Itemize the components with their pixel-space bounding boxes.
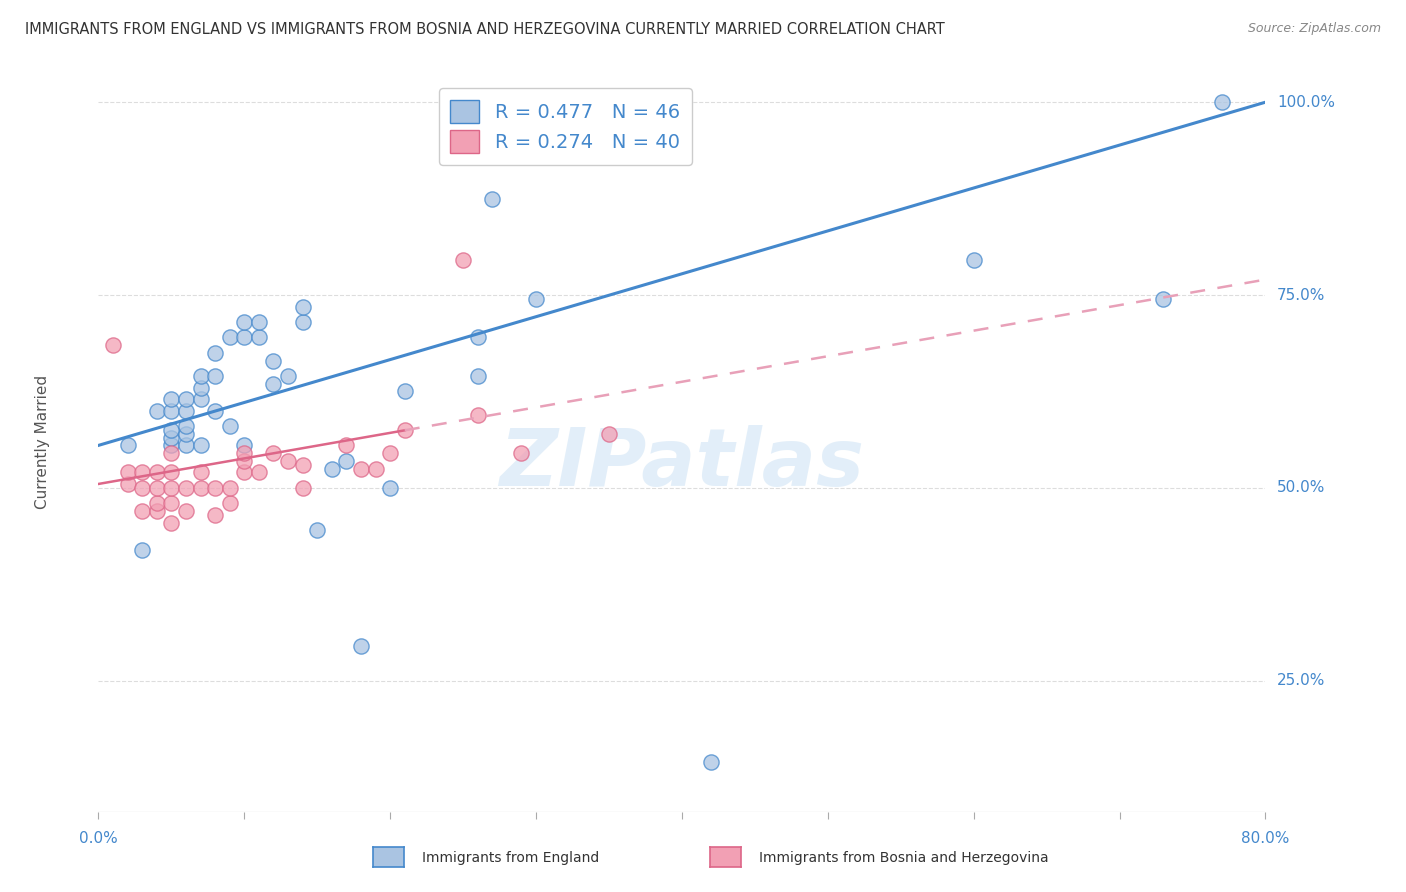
Point	[174, 438, 197, 452]
Point	[307, 523, 329, 537]
Point	[117, 438, 139, 452]
Point	[117, 466, 139, 480]
Text: 50.0%: 50.0%	[1277, 480, 1326, 495]
Point	[262, 353, 284, 368]
Point	[394, 423, 416, 437]
Point	[1211, 95, 1233, 110]
Point	[262, 446, 284, 460]
Text: ZIPatlas: ZIPatlas	[499, 425, 865, 503]
Point	[174, 481, 197, 495]
Point	[218, 419, 240, 434]
Point	[233, 315, 256, 329]
Point	[174, 504, 197, 518]
Point	[700, 755, 723, 769]
Point	[510, 446, 533, 460]
Point	[146, 481, 169, 495]
Point	[160, 516, 183, 530]
Point	[204, 481, 226, 495]
Point	[291, 458, 314, 472]
Point	[218, 481, 240, 495]
Point	[160, 438, 183, 452]
Text: 0.0%: 0.0%	[79, 831, 118, 846]
Point	[131, 542, 153, 557]
Point	[291, 481, 314, 495]
Point	[117, 477, 139, 491]
Point	[291, 300, 314, 314]
Point	[146, 504, 169, 518]
Point	[247, 315, 270, 329]
Text: 100.0%: 100.0%	[1277, 95, 1336, 110]
Point	[160, 403, 183, 417]
Point	[160, 446, 183, 460]
Point	[481, 192, 503, 206]
Point	[233, 454, 256, 468]
Point	[190, 438, 212, 452]
Point	[190, 466, 212, 480]
Point	[174, 426, 197, 441]
Point	[467, 330, 489, 344]
Point	[131, 504, 153, 518]
Point	[233, 466, 256, 480]
Point	[101, 338, 124, 352]
Point	[190, 380, 212, 394]
Point	[277, 454, 299, 468]
Point	[262, 376, 284, 391]
Point	[190, 369, 212, 384]
Point	[451, 253, 474, 268]
Text: Immigrants from Bosnia and Herzegovina: Immigrants from Bosnia and Herzegovina	[759, 851, 1049, 865]
Point	[131, 481, 153, 495]
Point	[160, 423, 183, 437]
Point	[233, 330, 256, 344]
Text: Immigrants from England: Immigrants from England	[422, 851, 599, 865]
Point	[160, 431, 183, 445]
Point	[131, 466, 153, 480]
Point	[291, 315, 314, 329]
Point	[350, 461, 373, 475]
Point	[1152, 292, 1174, 306]
Point	[350, 639, 373, 653]
Point	[321, 461, 343, 475]
Text: 25.0%: 25.0%	[1277, 673, 1326, 688]
Point	[204, 369, 226, 384]
Point	[467, 408, 489, 422]
Point	[146, 403, 169, 417]
Point	[247, 330, 270, 344]
Text: Currently Married: Currently Married	[35, 375, 49, 508]
Point	[190, 481, 212, 495]
Point	[394, 384, 416, 399]
Point	[204, 508, 226, 522]
Point	[174, 419, 197, 434]
Point	[364, 461, 387, 475]
Point	[190, 392, 212, 406]
Text: 75.0%: 75.0%	[1277, 287, 1326, 302]
Point	[218, 330, 240, 344]
Point	[233, 438, 256, 452]
Text: IMMIGRANTS FROM ENGLAND VS IMMIGRANTS FROM BOSNIA AND HERZEGOVINA CURRENTLY MARR: IMMIGRANTS FROM ENGLAND VS IMMIGRANTS FR…	[25, 22, 945, 37]
Text: 80.0%: 80.0%	[1241, 831, 1289, 846]
Point	[335, 438, 357, 452]
Point	[146, 496, 169, 510]
Point	[160, 392, 183, 406]
Point	[160, 496, 183, 510]
Point	[380, 446, 402, 460]
Point	[218, 496, 240, 510]
Point	[524, 292, 547, 306]
Point	[204, 403, 226, 417]
Point	[174, 392, 197, 406]
Legend: R = 0.477   N = 46, R = 0.274   N = 40: R = 0.477 N = 46, R = 0.274 N = 40	[439, 88, 692, 164]
Point	[277, 369, 299, 384]
Point	[160, 481, 183, 495]
Point	[962, 253, 984, 268]
Point	[598, 426, 620, 441]
Text: Source: ZipAtlas.com: Source: ZipAtlas.com	[1247, 22, 1381, 36]
Point	[174, 403, 197, 417]
Point	[204, 346, 226, 360]
Point	[233, 446, 256, 460]
Point	[146, 466, 169, 480]
Point	[380, 481, 402, 495]
Point	[160, 466, 183, 480]
Point	[247, 466, 270, 480]
Point	[335, 454, 357, 468]
Point	[467, 369, 489, 384]
